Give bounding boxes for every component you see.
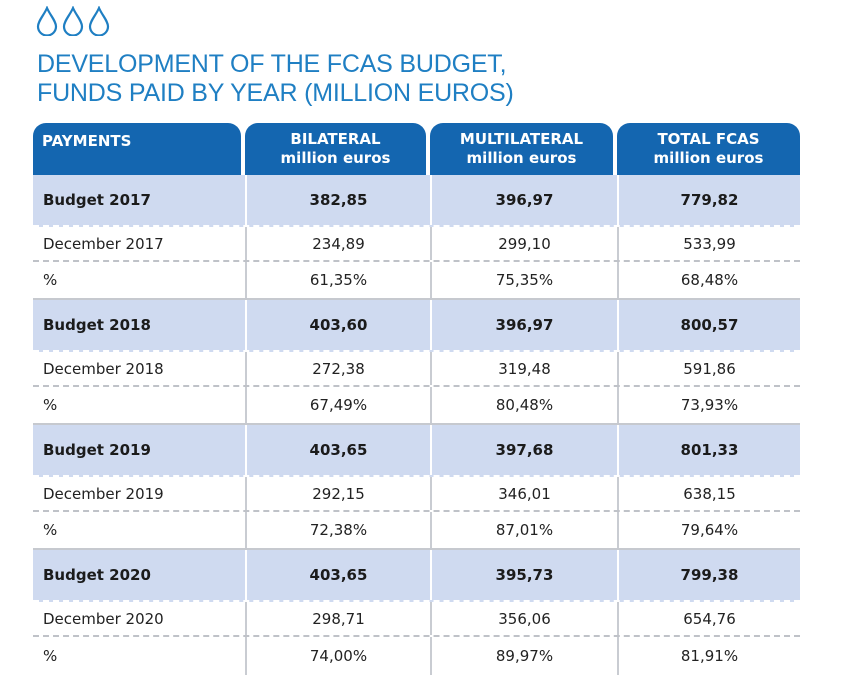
payment-label-cell: % bbox=[43, 396, 58, 414]
header-total-fcas: TOTAL FCAS million euros bbox=[617, 123, 800, 175]
table-row-pct: % 61,35% 75,35% 68,48% bbox=[33, 262, 800, 300]
total-cell: 654,76 bbox=[617, 602, 800, 635]
bilateral-cell: 292,15 bbox=[245, 477, 430, 510]
bilateral-cell: 61,35% bbox=[245, 262, 430, 298]
table-row-budget: Budget 2020 403,65 395,73 799,38 bbox=[33, 550, 800, 602]
total-cell: 81,91% bbox=[617, 637, 800, 675]
header-multilateral-title: MULTILATERAL bbox=[459, 130, 584, 148]
bilateral-cell: 298,71 bbox=[245, 602, 430, 635]
payment-label-cell: December 2019 bbox=[43, 484, 164, 503]
total-cell: 79,64% bbox=[617, 512, 800, 548]
multilateral-cell: 319,48 bbox=[430, 352, 617, 385]
payment-label-cell: Budget 2018 bbox=[43, 316, 151, 334]
payment-label-cell: % bbox=[43, 521, 58, 539]
bilateral-cell: 403,60 bbox=[245, 300, 430, 350]
multilateral-cell: 396,97 bbox=[430, 300, 617, 350]
total-cell: 801,33 bbox=[617, 425, 800, 475]
table-row-dec: December 2018 272,38 319,48 591,86 bbox=[33, 352, 800, 387]
header-payments: PAYMENTS bbox=[33, 123, 241, 175]
header-bilateral-unit: million euros bbox=[280, 149, 391, 167]
budget-table: PAYMENTS BILATERAL million euros MULTILA… bbox=[33, 123, 800, 675]
header-multilateral-unit: million euros bbox=[466, 149, 577, 167]
water-drop-icon bbox=[36, 6, 58, 36]
payment-label-cell: % bbox=[43, 647, 58, 665]
total-cell: 638,15 bbox=[617, 477, 800, 510]
table-row-dec: December 2020 298,71 356,06 654,76 bbox=[33, 602, 800, 637]
total-cell: 779,82 bbox=[617, 175, 800, 225]
table-row-pct: % 74,00% 89,97% 81,91% bbox=[33, 637, 800, 675]
table-row-budget: Budget 2018 403,60 396,97 800,57 bbox=[33, 300, 800, 352]
multilateral-cell: 80,48% bbox=[430, 387, 617, 423]
total-cell: 73,93% bbox=[617, 387, 800, 423]
bilateral-cell: 403,65 bbox=[245, 425, 430, 475]
multilateral-cell: 75,35% bbox=[430, 262, 617, 298]
multilateral-cell: 397,68 bbox=[430, 425, 617, 475]
table-row-budget: Budget 2019 403,65 397,68 801,33 bbox=[33, 425, 800, 477]
bilateral-cell: 403,65 bbox=[245, 550, 430, 600]
payment-label-cell: Budget 2017 bbox=[43, 191, 151, 209]
bilateral-cell: 72,38% bbox=[245, 512, 430, 548]
total-cell: 799,38 bbox=[617, 550, 800, 600]
table-row-pct: % 67,49% 80,48% 73,93% bbox=[33, 387, 800, 425]
header-multilateral: MULTILATERAL million euros bbox=[430, 123, 613, 175]
payment-label-cell: Budget 2020 bbox=[43, 566, 151, 584]
page-title: DEVELOPMENT OF THE FCAS BUDGET, FUNDS PA… bbox=[37, 50, 514, 108]
multilateral-cell: 299,10 bbox=[430, 227, 617, 260]
bilateral-cell: 234,89 bbox=[245, 227, 430, 260]
payment-label-cell: % bbox=[43, 271, 58, 289]
multilateral-cell: 89,97% bbox=[430, 637, 617, 675]
payment-label-cell: December 2020 bbox=[43, 609, 164, 628]
title-line-1: DEVELOPMENT OF THE FCAS BUDGET, bbox=[37, 50, 507, 78]
multilateral-cell: 396,97 bbox=[430, 175, 617, 225]
payment-label-cell: December 2017 bbox=[43, 234, 164, 253]
total-cell: 68,48% bbox=[617, 262, 800, 298]
table-body: Budget 2017 382,85 396,97 779,82 December 20… bbox=[33, 175, 800, 675]
bilateral-cell: 382,85 bbox=[245, 175, 430, 225]
total-cell: 591,86 bbox=[617, 352, 800, 385]
water-drop-icon bbox=[62, 6, 84, 36]
table-row-budget: Budget 2017 382,85 396,97 779,82 bbox=[33, 175, 800, 227]
table-row-dec: December 2019 292,15 346,01 638,15 bbox=[33, 477, 800, 512]
water-drops-decoration bbox=[36, 6, 110, 36]
bilateral-cell: 67,49% bbox=[245, 387, 430, 423]
multilateral-cell: 395,73 bbox=[430, 550, 617, 600]
water-drop-icon bbox=[88, 6, 110, 36]
title-line-2: FUNDS PAID BY YEAR (MILLION EUROS) bbox=[37, 79, 514, 107]
bilateral-cell: 74,00% bbox=[245, 637, 430, 675]
total-cell: 533,99 bbox=[617, 227, 800, 260]
header-payments-label: PAYMENTS bbox=[42, 132, 132, 150]
payment-label-cell: Budget 2019 bbox=[43, 441, 151, 459]
multilateral-cell: 346,01 bbox=[430, 477, 617, 510]
bilateral-cell: 272,38 bbox=[245, 352, 430, 385]
total-cell: 800,57 bbox=[617, 300, 800, 350]
payment-label-cell: December 2018 bbox=[43, 359, 164, 378]
multilateral-cell: 87,01% bbox=[430, 512, 617, 548]
multilateral-cell: 356,06 bbox=[430, 602, 617, 635]
header-total-unit: million euros bbox=[653, 149, 764, 167]
header-total-title: TOTAL FCAS bbox=[657, 130, 760, 148]
header-bilateral-title: BILATERAL bbox=[290, 130, 381, 148]
header-bilateral: BILATERAL million euros bbox=[245, 123, 426, 175]
table-row-pct: % 72,38% 87,01% 79,64% bbox=[33, 512, 800, 550]
table-header: PAYMENTS BILATERAL million euros MULTILA… bbox=[33, 123, 800, 175]
table-row-dec: December 2017 234,89 299,10 533,99 bbox=[33, 227, 800, 262]
